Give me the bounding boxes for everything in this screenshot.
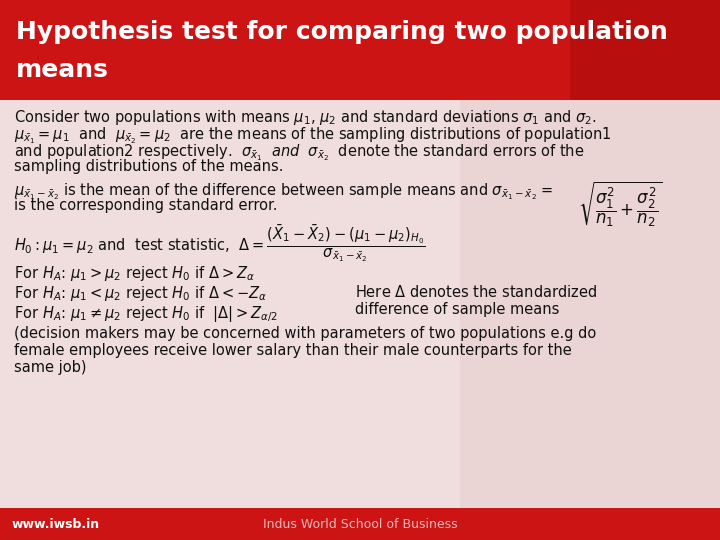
Bar [0,0,720,100]
Bar [460,100,720,508]
Text: www.iwsb.in: www.iwsb.in [12,517,100,530]
Text: Here $\Delta$ denotes the standardized
difference of sample means: Here $\Delta$ denotes the standardized d… [355,284,597,318]
Text: same job): same job) [14,360,86,375]
Text: $\mu_{\bar{x}_1} = \mu_1$  and  $\mu_{\bar{x}_2} = \mu_2$  are the means of the : $\mu_{\bar{x}_1} = \mu_1$ and $\mu_{\bar… [14,125,611,146]
Text: Hypothesis test for comparing two population: Hypothesis test for comparing two popula… [16,20,668,44]
Text: Indus World School of Business: Indus World School of Business [263,517,457,530]
Text: and population2 respectively.  $\sigma_{\bar{x}_1}$  $and$  $\sigma_{\bar{x}_2}$: and population2 respectively. $\sigma_{\… [14,142,585,163]
Text: (decision makers may be concerned with parameters of two populations e.g do: (decision makers may be concerned with p… [14,326,596,341]
Text: $\sqrt{\dfrac{\sigma_1^2}{n_1} + \dfrac{\sigma_2^2}{n_2}}$: $\sqrt{\dfrac{\sigma_1^2}{n_1} + \dfrac{… [578,179,662,229]
Text: Consider two populations with means $\mu_1$, $\mu_2$ and standard deviations $\s: Consider two populations with means $\mu… [14,108,597,127]
Text: means: means [16,58,109,82]
Text: For $H_A$: $\mu_1 < \mu_2$ reject $H_0$ if $\Delta < -Z_\alpha$: For $H_A$: $\mu_1 < \mu_2$ reject $H_0$ … [14,284,267,303]
Bar [0,508,720,540]
Text: $\mu_{\bar{x}_1-\bar{x}_2}$ is the mean of the difference between sample means a: $\mu_{\bar{x}_1-\bar{x}_2}$ is the mean … [14,181,554,201]
Text: For $H_A$: $\mu_1 \neq \mu_2$ reject $H_0$ if  $|\Delta| > Z_{\alpha/2}$: For $H_A$: $\mu_1 \neq \mu_2$ reject $H_… [14,304,278,324]
Text: is the corresponding standard error.: is the corresponding standard error. [14,198,277,213]
Text: $H_0 : \mu_1 = \mu_2$ and  test statistic,  $\Delta = \dfrac{(\bar{X}_1 - \bar{X: $H_0 : \mu_1 = \mu_2$ and test statistic… [14,222,426,264]
Text: For $H_A$: $\mu_1 > \mu_2$ reject $H_0$ if $\Delta > Z_\alpha$: For $H_A$: $\mu_1 > \mu_2$ reject $H_0$ … [14,264,255,283]
Text: sampling distributions of the means.: sampling distributions of the means. [14,159,284,174]
Text: female employees receive lower salary than their male counterparts for the: female employees receive lower salary th… [14,343,572,358]
Bar [0,100,720,508]
Bar [570,0,720,100]
